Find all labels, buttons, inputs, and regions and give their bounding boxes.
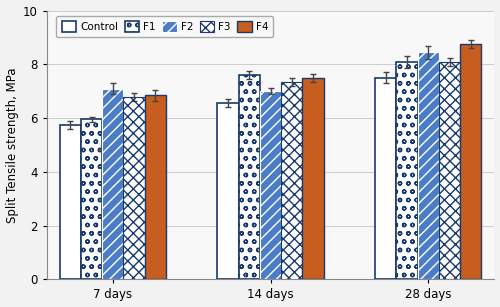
Legend: Control, F1, F2, F3, F4: Control, F1, F2, F3, F4 [56, 16, 274, 37]
Bar [238, 75, 260, 279]
Bar [396, 62, 417, 279]
Bar [145, 95, 166, 279]
Y-axis label: Split Tensile strength, MPa: Split Tensile strength, MPa [6, 67, 18, 223]
Bar [281, 82, 302, 279]
Bar [218, 103, 238, 279]
Bar [81, 119, 102, 279]
Bar [124, 97, 145, 279]
Bar [375, 78, 396, 279]
Bar [102, 88, 124, 279]
Bar [418, 52, 439, 279]
Bar [302, 78, 324, 279]
Bar [460, 44, 481, 279]
Bar [260, 91, 281, 279]
Bar [60, 125, 81, 279]
Bar [439, 62, 460, 279]
